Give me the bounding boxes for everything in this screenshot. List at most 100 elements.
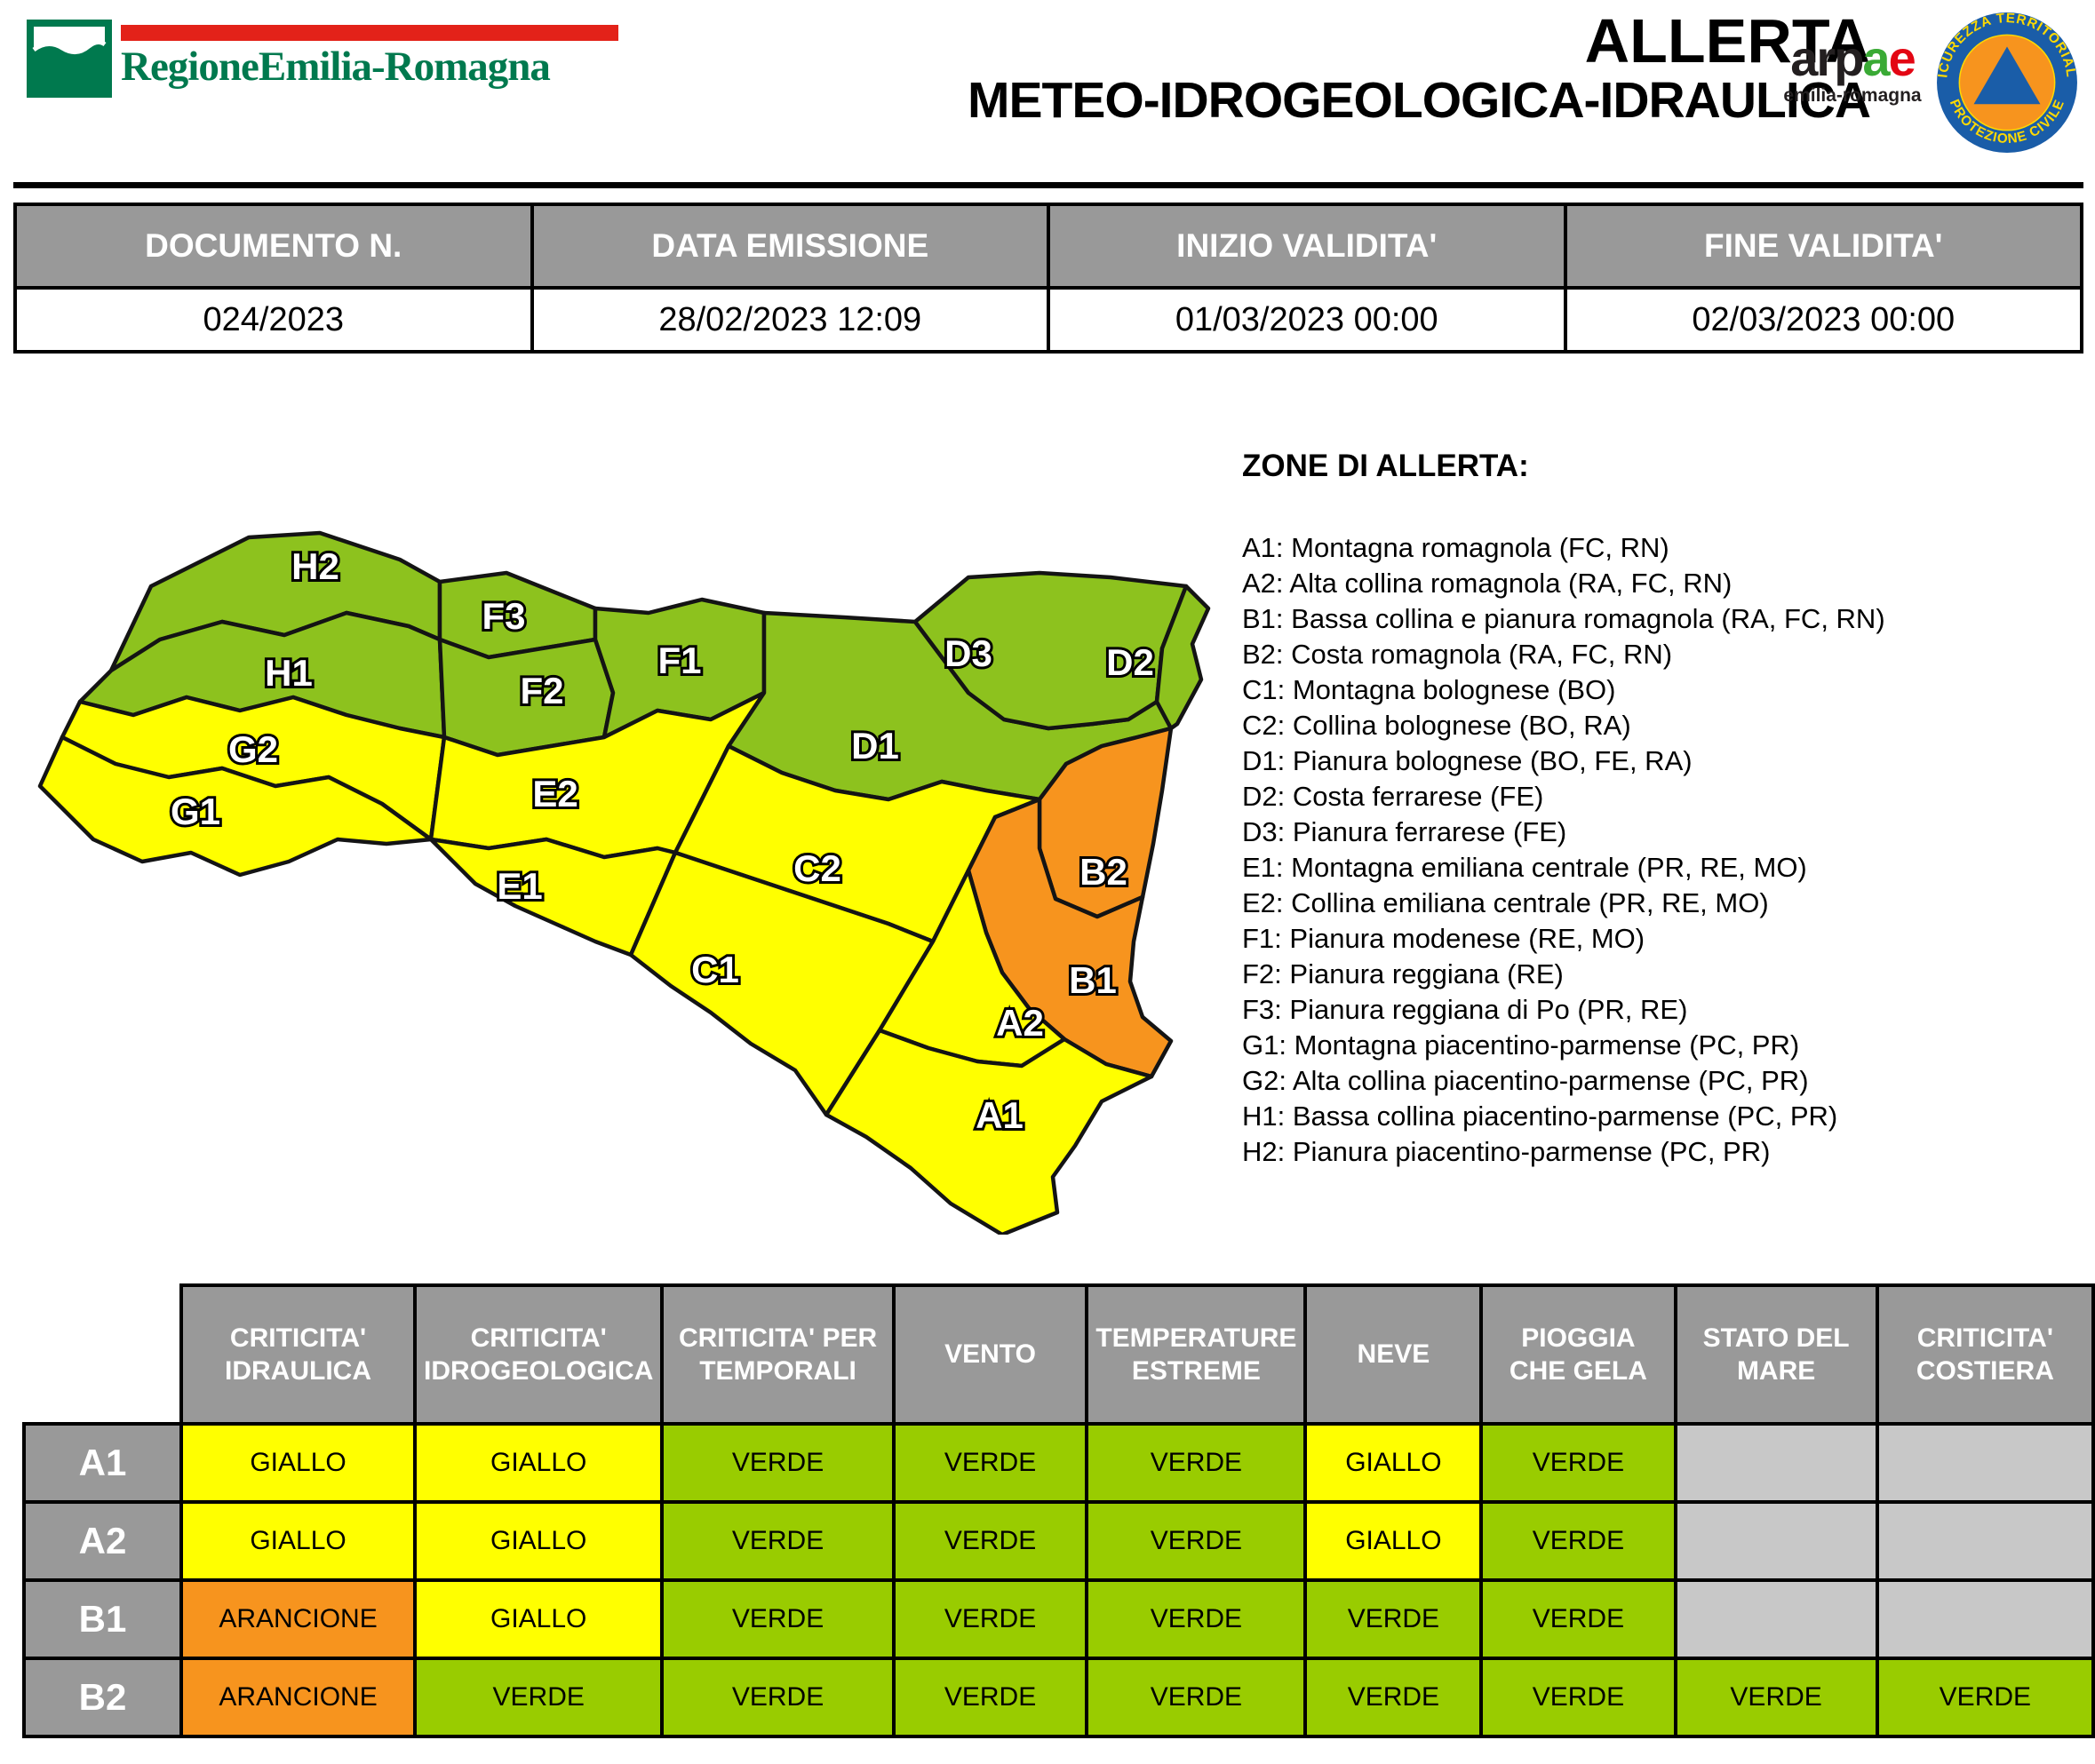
row-label-a2: A2: [21, 1500, 184, 1582]
documento-value: 024/2023: [13, 286, 534, 354]
legend-item: B2: Costa romagnola (RA, FC, RN): [1242, 639, 1673, 670]
map-label-e1: E1: [497, 865, 542, 907]
legend-item: D3: Pianura ferrarese (FE): [1242, 816, 1567, 847]
col-criticita-costiera: CRITICITA' COSTIERA: [1875, 1283, 2095, 1426]
map-label-f2: F2: [520, 670, 563, 711]
col-stato-del-mare: STATO DEL MARE: [1673, 1283, 1879, 1426]
criticality-cell: VERDE: [1479, 1657, 1677, 1738]
protezione-civile-badge-icon: SICUREZZA TERRITORIALE PROTEZIONE CIVILE: [1935, 11, 2078, 153]
col-criticita-temporali: CRITICITA' PER TEMPORALI: [660, 1283, 896, 1426]
legend-item: D2: Costa ferrarese (FE): [1242, 781, 1544, 812]
criticality-cell: VERDE: [660, 1500, 896, 1582]
criticality-cell: GIALLO: [413, 1500, 665, 1582]
legend-item: G2: Alta collina piacentino-parmense (PC…: [1242, 1065, 1809, 1096]
title-line2: METEO-IDROGEOLOGICA-IDRAULICA: [968, 71, 1871, 129]
map-zone-d2: [1154, 584, 1211, 731]
criticality-cell: VERDE: [660, 1422, 896, 1504]
col-temperature-estreme: TEMPERATURE ESTREME: [1085, 1283, 1308, 1426]
legend-item: A2: Alta collina romagnola (RA, FC, RN): [1242, 568, 1733, 599]
region-name: RegioneEmilia-Romagna: [121, 44, 551, 90]
col-inizio-validita: INIZIO VALIDITA': [1047, 203, 1567, 290]
col-pioggia-che-gela: PIOGGIA CHE GELA: [1479, 1283, 1677, 1426]
corner-cell: [24, 1285, 182, 1424]
criticality-cell: VERDE: [1479, 1500, 1677, 1582]
col-data-emissione: DATA EMISSIONE: [530, 203, 1050, 290]
legend-item: E1: Montagna emiliana centrale (PR, RE, …: [1242, 852, 1807, 883]
logo-red-bar: [121, 25, 618, 41]
criticality-cell: VERDE: [660, 1657, 896, 1738]
legend-item: F1: Pianura modenese (RE, MO): [1242, 923, 1645, 954]
legend-item: H2: Pianura piacentino-parmense (PC, PR): [1242, 1136, 1771, 1167]
alert-table-body: A1 GIALLO GIALLO VERDE VERDE VERDE GIALLO VERDE…: [21, 1422, 2095, 1738]
legend-item: C2: Collina bolognese (BO, RA): [1242, 710, 1631, 741]
criticality-cell: GIALLO: [1303, 1422, 1484, 1504]
map-label-h1: H1: [265, 652, 313, 694]
map-label-g2: G2: [228, 728, 278, 770]
row-label-b2: B2: [21, 1657, 184, 1738]
legend-item: F3: Pianura reggiana di Po (PR, RE): [1242, 994, 1688, 1025]
legend-item: B1: Bassa collina e pianura romagnola (R…: [1242, 603, 1885, 634]
legend-item: D1: Pianura bolognese (BO, FE, RA): [1242, 745, 1693, 776]
legend-item: G1: Montagna piacentino-parmense (PC, PR…: [1242, 1029, 1800, 1061]
map-label-a2: A2: [996, 1002, 1044, 1044]
legend-item: F2: Pianura reggiana (RE): [1242, 958, 1564, 989]
map-label-h2: H2: [291, 545, 339, 587]
criticality-cell: GIALLO: [179, 1500, 418, 1582]
criticality-cell: VERDE: [660, 1578, 896, 1660]
alert-zones-map: H2 H1 G2 G1 F3 F2 F1 E2 E1 D3 D2 D1 C2 C…: [37, 530, 1211, 1235]
criticality-cell: VERDE: [1875, 1657, 2095, 1738]
inizio-validita-value: 01/03/2023 00:00: [1047, 286, 1567, 354]
criticality-cell: [1875, 1500, 2095, 1582]
criticality-cell: GIALLO: [1303, 1500, 1484, 1582]
legend-item: A1: Montagna romagnola (FC, RN): [1242, 532, 1669, 563]
criticality-cell: GIALLO: [413, 1422, 665, 1504]
zones-legend-title: ZONE DI ALLERTA:: [1242, 449, 1529, 483]
map-label-a1: A1: [976, 1094, 1024, 1136]
criticality-cell: VERDE: [891, 1578, 1089, 1660]
title-line1: ALLERTA: [1584, 6, 1870, 75]
criticality-cell: GIALLO: [179, 1422, 418, 1504]
map-label-e2: E2: [532, 773, 578, 814]
criticality-cell: VERDE: [1085, 1578, 1308, 1660]
map-label-c1: C1: [691, 949, 739, 990]
map-label-d2: D2: [1106, 641, 1154, 683]
criticality-cell: VERDE: [1673, 1657, 1879, 1738]
criticality-cell: VERDE: [1303, 1578, 1484, 1660]
criticality-cell: GIALLO: [413, 1578, 665, 1660]
map-label-d1: D1: [851, 725, 899, 767]
map-label-c2: C2: [793, 847, 841, 889]
col-vento: VENTO: [891, 1283, 1089, 1426]
legend-item: C1: Montagna bolognese (BO): [1242, 674, 1616, 705]
table-row: A2 GIALLO GIALLO VERDE VERDE VERDE GIALLO VERDE: [21, 1500, 2095, 1582]
zones-legend-list: A1: Montagna romagnola (FC, RN) A2: Alta …: [1242, 530, 2077, 1170]
col-neve: NEVE: [1303, 1283, 1484, 1426]
criticality-header-row: CRITICITA' IDRAULICA CRITICITA' IDROGEOL…: [24, 1283, 2095, 1426]
arpae-wordmark: arpae: [1790, 30, 1916, 86]
fine-validita-value: 02/03/2023 00:00: [1563, 286, 2083, 354]
map-zone-a1: [824, 1028, 1154, 1235]
criticality-cell: [1673, 1422, 1879, 1504]
criticality-cell: [1875, 1578, 2095, 1660]
legend-item: E2: Collina emiliana centrale (PR, RE, M…: [1242, 887, 1769, 918]
map-label-b1: B1: [1069, 959, 1117, 1001]
row-label-b1: B1: [21, 1578, 184, 1660]
zones-legend: ZONE DI ALLERTA: A1: Montagna romagnola …: [1242, 449, 2077, 1170]
region-logo: RegioneEmilia-Romagna: [27, 20, 618, 98]
map-label-b2: B2: [1079, 851, 1127, 893]
table-row: B1 ARANCIONE GIALLO VERDE VERDE VERDE VERDE VER…: [21, 1578, 2095, 1660]
criticality-cell: [1875, 1422, 2095, 1504]
map-zone-g1: [37, 735, 434, 878]
document-title: ALLERTA METEO-IDROGEOLOGICA-IDRAULICA: [533, 6, 1871, 129]
criticality-cell: VERDE: [1479, 1578, 1677, 1660]
table-header-row: DOCUMENTO N. DATA EMISSIONE INIZIO VALID…: [13, 203, 2083, 290]
criticality-cell: VERDE: [891, 1657, 1089, 1738]
map-label-f3: F3: [482, 595, 525, 637]
arpae-logo: arpae emilia-romagna: [1777, 34, 1928, 107]
criticality-cell: [1673, 1578, 1879, 1660]
map-zone-d3: [912, 570, 1189, 731]
criticality-cell: VERDE: [1085, 1422, 1308, 1504]
table-value-row: 024/2023 28/02/2023 12:09 01/03/2023 00:…: [13, 286, 2083, 354]
arpae-subtitle: emilia-romagna: [1783, 85, 1922, 106]
criticality-cell: VERDE: [1303, 1657, 1484, 1738]
